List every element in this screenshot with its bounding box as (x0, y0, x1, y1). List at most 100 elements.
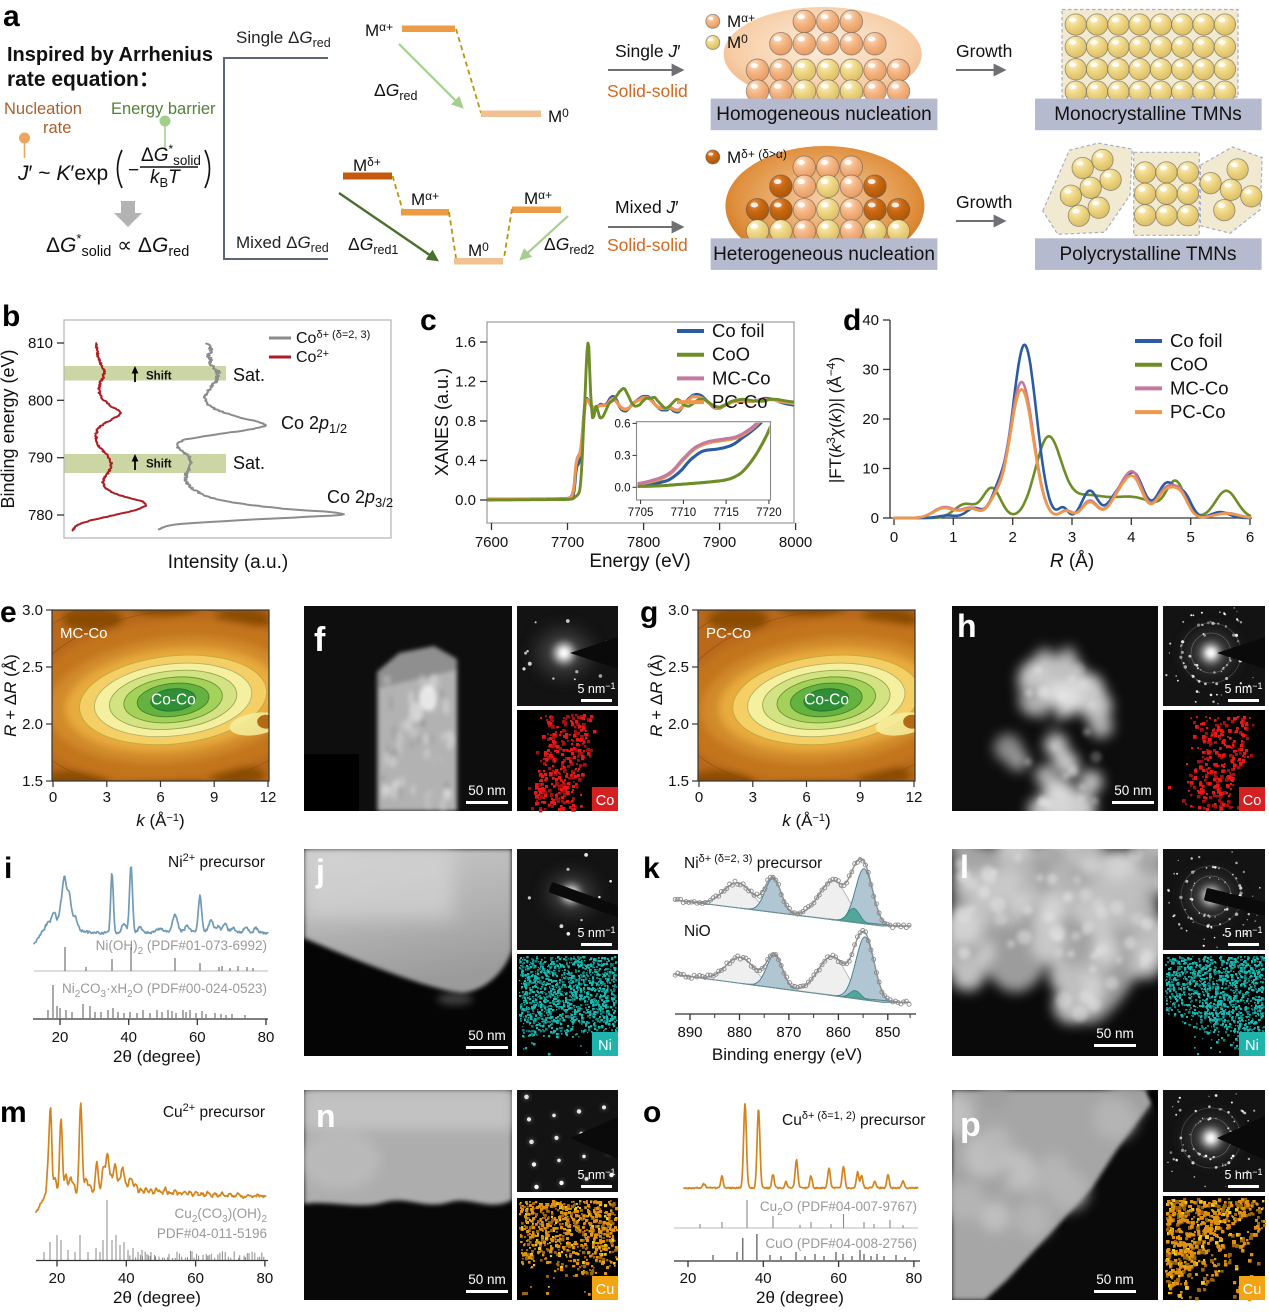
svg-text:4: 4 (1127, 529, 1135, 546)
svg-text:880: 880 (727, 1024, 752, 1041)
svg-text:20: 20 (680, 1270, 697, 1287)
svg-text:Co-Co: Co-Co (804, 691, 849, 708)
svg-text:PC-Co: PC-Co (706, 625, 751, 642)
svg-text:Mixed J′: Mixed J′ (615, 197, 679, 217)
svg-text:7800: 7800 (627, 534, 660, 551)
svg-text:0.3: 0.3 (615, 450, 631, 462)
svg-text:0.4: 0.4 (455, 453, 476, 470)
svg-text:XANES (a.u.): XANES (a.u.) (432, 368, 452, 476)
svg-text:Co: Co (1243, 793, 1262, 809)
svg-text:2θ (degree): 2θ (degree) (756, 1288, 844, 1307)
svg-text:Shift: Shift (146, 459, 172, 471)
svg-text:0: 0 (695, 789, 703, 806)
svg-text:e: e (0, 596, 17, 629)
svg-text:810: 810 (28, 335, 53, 352)
svg-text:k: k (643, 852, 660, 885)
svg-text:Energy barrier: Energy barrier (111, 100, 216, 118)
svg-text:2θ (degree): 2θ (degree) (113, 1047, 201, 1066)
svg-text:Growth: Growth (956, 192, 1012, 212)
svg-text:12: 12 (906, 789, 923, 806)
svg-text:CoO: CoO (712, 344, 750, 365)
svg-text:7705: 7705 (628, 507, 654, 519)
svg-text:n: n (316, 1098, 336, 1134)
svg-text:890: 890 (677, 1024, 702, 1041)
svg-text:Solid-solid: Solid-solid (607, 81, 688, 101)
svg-text:Homogeneous nucleation: Homogeneous nucleation (716, 104, 932, 125)
svg-text:6: 6 (802, 789, 810, 806)
svg-text:PC-Co: PC-Co (1170, 401, 1226, 422)
svg-text:R + ΔR (Å): R + ΔR (Å) (1, 654, 20, 737)
svg-text:50 nm: 50 nm (468, 1272, 506, 1287)
svg-text:9: 9 (856, 789, 864, 806)
svg-text:1.6: 1.6 (455, 334, 476, 351)
svg-text:0: 0 (871, 510, 879, 527)
svg-text:7720: 7720 (756, 507, 782, 519)
svg-text:50 nm: 50 nm (1096, 1272, 1134, 1287)
svg-text:80: 80 (257, 1270, 274, 1287)
svg-text:Ni: Ni (598, 1038, 612, 1054)
svg-text:CoO: CoO (1170, 354, 1208, 375)
svg-text:7900: 7900 (703, 534, 736, 551)
svg-text:Heterogeneous nucleation: Heterogeneous nucleation (713, 244, 935, 265)
svg-text:1.5: 1.5 (22, 773, 43, 790)
svg-text:rate equation：: rate equation： (7, 68, 160, 91)
svg-text:860: 860 (826, 1024, 851, 1041)
svg-text:40: 40 (755, 1270, 772, 1287)
svg-text:Co-Co: Co-Co (151, 691, 196, 708)
svg-text:0.0: 0.0 (455, 492, 476, 509)
svg-text:PDF#04-011-5196: PDF#04-011-5196 (157, 1226, 267, 1241)
svg-text:rate: rate (43, 119, 71, 137)
svg-text:2.0: 2.0 (668, 716, 689, 733)
svg-text:Co: Co (596, 793, 615, 809)
svg-text:Monocrystalline TMNs: Monocrystalline TMNs (1054, 104, 1242, 125)
svg-text:Mixed ΔGred: Mixed ΔGred (236, 233, 329, 255)
svg-text:Cu: Cu (596, 1282, 615, 1298)
svg-text:10: 10 (862, 461, 879, 478)
svg-text:60: 60 (187, 1270, 204, 1287)
svg-text:ΔGred2: ΔGred2 (544, 234, 594, 257)
svg-text:1.5: 1.5 (668, 773, 689, 790)
svg-text:Polycrystalline TMNs: Polycrystalline TMNs (1059, 244, 1236, 265)
svg-text:R + ΔR (Å): R + ΔR (Å) (647, 654, 666, 737)
svg-text:30: 30 (862, 362, 879, 379)
svg-text:MC-Co: MC-Co (1170, 377, 1229, 398)
svg-text:3: 3 (1068, 529, 1076, 546)
svg-text:40: 40 (862, 312, 879, 329)
svg-text:850: 850 (875, 1024, 900, 1041)
svg-text:Sat.: Sat. (233, 365, 265, 385)
svg-text:Cu: Cu (1243, 1282, 1262, 1298)
svg-text:g: g (640, 596, 658, 629)
svg-text:50 nm: 50 nm (468, 1028, 506, 1043)
svg-text:d: d (843, 304, 861, 337)
svg-text:0.6: 0.6 (615, 418, 631, 430)
svg-text:Inspired by Arrhenius: Inspired by Arrhenius (7, 44, 213, 66)
svg-text:Growth: Growth (956, 41, 1012, 61)
svg-text:f: f (314, 621, 326, 659)
svg-text:Ni: Ni (1245, 1038, 1259, 1054)
svg-text:Cu2(CO3)(OH)2: Cu2(CO3)(OH)2 (175, 1206, 268, 1225)
svg-text:5: 5 (1187, 529, 1195, 546)
svg-text:1: 1 (949, 529, 957, 546)
svg-text:20: 20 (52, 1029, 69, 1046)
svg-text:ΔG*solid ∝ ΔGred: ΔG*solid ∝ ΔGred (46, 231, 189, 260)
svg-text:800: 800 (28, 392, 53, 409)
svg-text:l: l (960, 849, 969, 885)
svg-text:80: 80 (906, 1270, 923, 1287)
svg-text:R (Å): R (Å) (1050, 551, 1094, 572)
svg-text:Binding energy (eV): Binding energy (eV) (712, 1045, 862, 1064)
svg-text:m: m (0, 1096, 27, 1129)
svg-text:80: 80 (258, 1029, 275, 1046)
svg-text:Ni2CO3·xH2O (PDF#00-024-0523): Ni2CO3·xH2O (PDF#00-024-0523) (62, 981, 267, 1000)
svg-text:i: i (4, 852, 12, 885)
svg-text:20: 20 (862, 411, 879, 428)
svg-text:1.2: 1.2 (455, 374, 476, 391)
svg-text:Intensity (a.u.): Intensity (a.u.) (168, 552, 288, 573)
svg-text:kBT: kBT (150, 167, 181, 190)
svg-text:CuO (PDF#04-008-2756): CuO (PDF#04-008-2756) (765, 1236, 917, 1251)
svg-text:ΔG*solid: ΔG*solid (141, 142, 201, 168)
svg-text:50 nm: 50 nm (1096, 1026, 1134, 1041)
svg-text:3.0: 3.0 (668, 602, 689, 619)
svg-text:12: 12 (260, 789, 277, 806)
svg-text:a: a (3, 0, 20, 33)
svg-text:60: 60 (830, 1270, 847, 1287)
